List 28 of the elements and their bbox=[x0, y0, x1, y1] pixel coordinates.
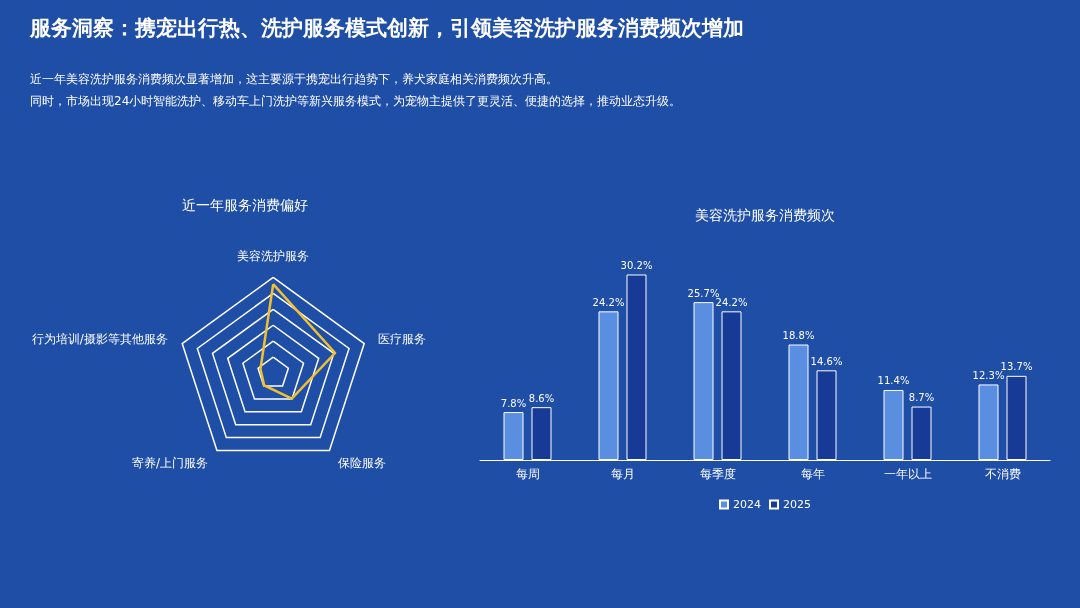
legend-label: 2025 bbox=[783, 498, 811, 511]
x-tick-label: 每周 bbox=[515, 467, 540, 481]
data-label: 24.2% bbox=[592, 296, 625, 308]
text: 同时，市场出现24小时智能洗护、移动车上门洗护等新兴服务模式，为宠物主提供了更灵活、便捷的选择，推动业态升级。 bbox=[30, 93, 683, 110]
x-tick-label: 每月 bbox=[610, 467, 635, 481]
text: 近一年美容洗护服务消费频次显著增加，这主要源于携宠出行趋势下，养犬家庭相关消费频次升高。 bbox=[30, 71, 559, 88]
legend-label: 2024 bbox=[733, 498, 762, 511]
x-tick-label: 每年 bbox=[800, 467, 825, 481]
data-label: 8.6% bbox=[528, 392, 555, 404]
spoke-label: 美容洗护服务 bbox=[237, 249, 310, 264]
spoke-label: 行为培训/摄影等其他服务 bbox=[31, 331, 168, 346]
data-label: 30.2% bbox=[620, 259, 653, 271]
data-label: 8.7% bbox=[908, 392, 935, 404]
data-label: 7.8% bbox=[500, 397, 527, 409]
x-tick-label: 不消费 bbox=[984, 467, 1021, 481]
chart-title: 近一年服务消费偏好 bbox=[182, 197, 308, 213]
data-label: 18.8% bbox=[782, 330, 815, 342]
data-label: 11.4% bbox=[877, 375, 910, 387]
spoke-label: 医疗服务 bbox=[378, 331, 427, 346]
x-tick-label: 一年以上 bbox=[883, 467, 932, 481]
spoke-label: 保险服务 bbox=[338, 455, 387, 470]
data-label: 24.2% bbox=[715, 296, 748, 308]
data-label: 25.7% bbox=[687, 287, 720, 299]
chart-title: 美容洗护服务消费频次 bbox=[695, 207, 835, 223]
data-label: 14.6% bbox=[810, 355, 843, 367]
x-tick-label: 每季度 bbox=[699, 467, 736, 481]
text: 服务洞察：携宠出行热、洗护服务模式创新，引领美容洗护服务消费频次增加 bbox=[30, 15, 745, 42]
spoke-label: 寄养/上门服务 bbox=[132, 455, 209, 470]
